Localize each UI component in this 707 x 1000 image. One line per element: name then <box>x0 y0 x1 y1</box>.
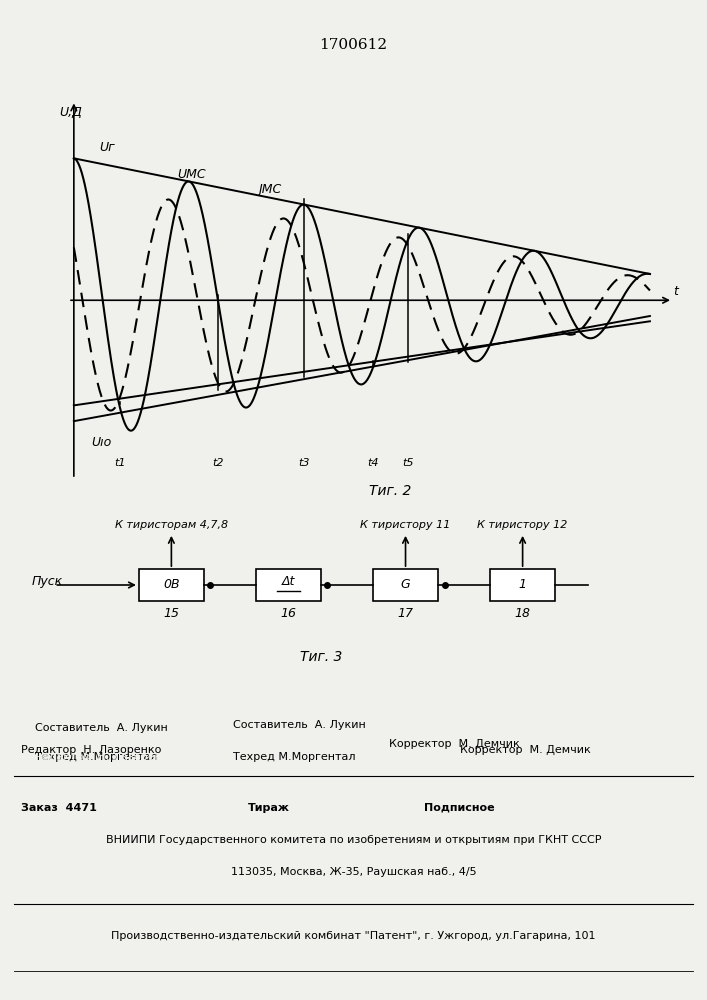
Text: К тиристорам 4,7,8: К тиристорам 4,7,8 <box>115 520 228 530</box>
Text: 16: 16 <box>281 607 296 620</box>
Bar <box>256 569 321 601</box>
Text: t2: t2 <box>212 458 223 468</box>
Text: Τиг. 2: Τиг. 2 <box>370 484 412 498</box>
Text: Заказ  4471: Заказ 4471 <box>21 803 97 813</box>
Text: Δt: Δt <box>282 575 295 588</box>
Text: t4: t4 <box>368 458 379 468</box>
Text: t5: t5 <box>402 458 414 468</box>
Text: 113035, Москва, Ж-35, Раушская наб., 4/5: 113035, Москва, Ж-35, Раушская наб., 4/5 <box>230 867 477 877</box>
Text: G: G <box>401 578 410 591</box>
Text: t1: t1 <box>114 458 126 468</box>
Text: 15: 15 <box>163 607 180 620</box>
Text: Составитель  А. Лукин: Составитель А. Лукин <box>233 720 366 730</box>
Text: Корректор  М. Демчик: Корректор М. Демчик <box>389 739 520 749</box>
Text: Редактор  Н. Лазоренко: Редактор Н. Лазоренко <box>21 745 162 755</box>
Text: UМС: UМС <box>177 168 206 181</box>
Text: Производственно-издательский комбинат "Патент", г. Ужгород, ул.Гагарина, 101: Производственно-издательский комбинат "П… <box>111 931 596 941</box>
Text: Редактор  Н. Лазоренко: Редактор Н. Лазоренко <box>35 752 176 762</box>
Text: Техред М.Моргентал: Техред М.Моргентал <box>233 752 356 762</box>
Text: 0В: 0В <box>163 578 180 591</box>
Text: Uıо: Uıо <box>91 436 112 449</box>
Bar <box>139 569 204 601</box>
Text: Составитель  А. Лукин: Составитель А. Лукин <box>35 723 168 733</box>
Text: Корректор  М. Демчик: Корректор М. Демчик <box>460 745 590 755</box>
Text: U,Д: U,Д <box>59 106 82 119</box>
Text: Техред М.Моргентал: Техред М.Моргентал <box>35 752 158 762</box>
Bar <box>373 569 438 601</box>
Text: К тиристору 11: К тиристору 11 <box>361 520 451 530</box>
Text: 1700612: 1700612 <box>320 38 387 52</box>
Text: 18: 18 <box>515 607 531 620</box>
Text: Пуск: Пуск <box>32 575 63 588</box>
Text: К тиристору 12: К тиристору 12 <box>477 520 568 530</box>
Text: 1: 1 <box>519 578 527 591</box>
Text: Тираж: Тираж <box>247 803 289 813</box>
Text: ВНИИПИ Государственного комитета по изобретениям и открытиям при ГКНТ СССР: ВНИИПИ Государственного комитета по изоб… <box>106 835 601 845</box>
Text: Подписное: Подписное <box>424 803 495 813</box>
Text: JМС: JМС <box>258 183 281 196</box>
Text: Τиг. 3: Τиг. 3 <box>300 650 342 664</box>
Text: t: t <box>673 285 678 298</box>
Text: Uг: Uг <box>100 141 115 154</box>
Bar <box>490 569 555 601</box>
Text: t3: t3 <box>298 458 310 468</box>
Text: 17: 17 <box>397 607 414 620</box>
